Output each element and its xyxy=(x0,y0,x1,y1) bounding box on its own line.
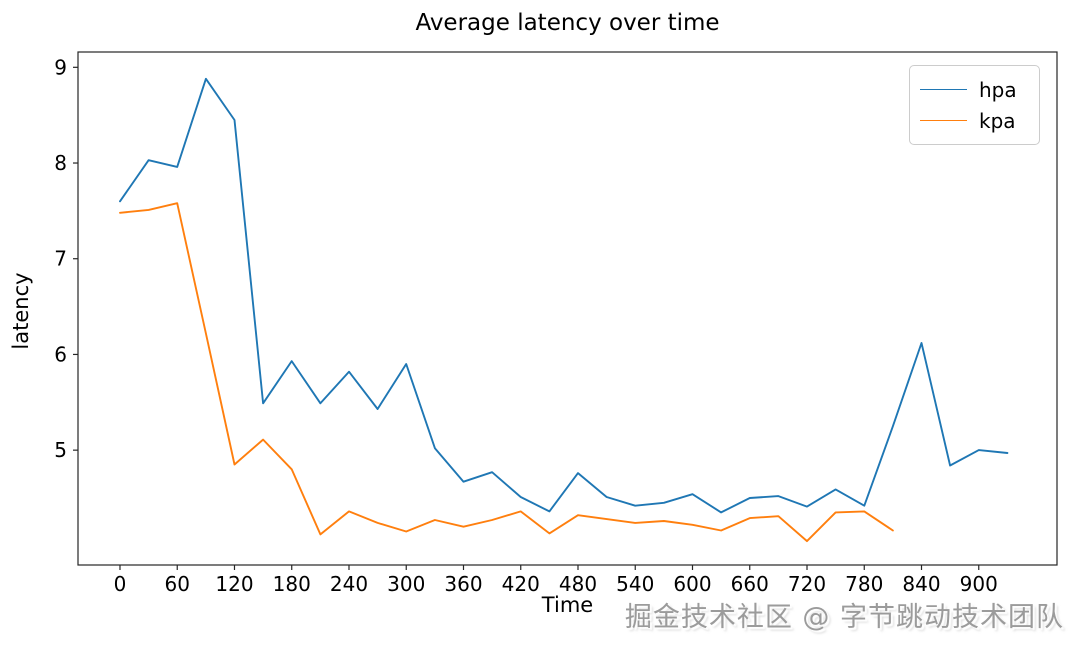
x-tick-label: 120 xyxy=(215,572,253,596)
x-tick-label: 180 xyxy=(273,572,311,596)
x-tick-label: 480 xyxy=(559,572,597,596)
legend-label-kpa: kpa xyxy=(979,108,1016,133)
x-tick-label: 240 xyxy=(330,572,368,596)
kpa-line xyxy=(119,202,894,543)
y-tick-label: 7 xyxy=(54,247,67,271)
y-tick-label: 6 xyxy=(54,342,67,366)
x-tick-label: 720 xyxy=(788,572,826,596)
y-tick-label: 9 xyxy=(54,55,67,79)
y-axis-label: latency xyxy=(9,272,33,350)
x-tick-label: 420 xyxy=(502,572,540,596)
x-tick-label: 600 xyxy=(673,572,711,596)
x-tick-label: 360 xyxy=(444,572,482,596)
x-tick-label: 300 xyxy=(387,572,425,596)
legend: hpa kpa xyxy=(909,65,1040,145)
x-axis-label: Time xyxy=(541,593,594,617)
x-tick-label: 60 xyxy=(165,572,190,596)
kpa-line-swatch xyxy=(920,120,967,121)
y-tick-label: 8 xyxy=(54,151,67,175)
x-tick-label: 0 xyxy=(114,572,127,596)
plot-frame xyxy=(77,51,1058,566)
chart-title: Average latency over time xyxy=(415,10,720,36)
x-tick-label: 900 xyxy=(960,572,998,596)
x-tick-label: 840 xyxy=(902,572,940,596)
watermark-text: 掘金技术社区 @ 字节跳动技术团队 xyxy=(624,602,1064,633)
x-tick-label: 540 xyxy=(616,572,654,596)
hpa-line-swatch xyxy=(920,89,967,90)
y-tick-label: 5 xyxy=(54,438,67,462)
x-tick-label: 660 xyxy=(731,572,769,596)
hpa-line xyxy=(119,77,1009,514)
x-tick-label: 780 xyxy=(845,572,883,596)
legend-entry-hpa: hpa xyxy=(920,74,1029,105)
legend-entry-kpa: kpa xyxy=(920,105,1029,136)
legend-label-hpa: hpa xyxy=(979,77,1017,102)
